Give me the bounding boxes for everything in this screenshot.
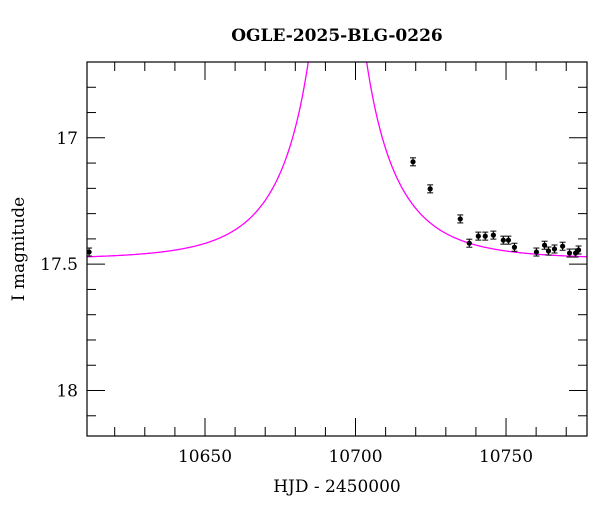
- y-tick-label: 17.5: [40, 255, 78, 275]
- y-tick-label: 17: [56, 129, 78, 149]
- data-point: [551, 244, 558, 254]
- data-point: [541, 240, 548, 250]
- chart-title: OGLE-2025-BLG-0226: [231, 26, 443, 46]
- data-point: [545, 246, 552, 256]
- data-point: [482, 231, 489, 241]
- data-point: [511, 242, 518, 252]
- model-curve: [87, 62, 587, 258]
- data-point: [410, 157, 417, 167]
- data-point: [427, 184, 434, 194]
- plot-frame: [86, 61, 588, 437]
- data-point: [575, 245, 582, 255]
- data-point: [466, 238, 473, 248]
- data-point: [505, 235, 512, 245]
- data-points: [87, 157, 582, 258]
- x-tick-labels: 10650 10700 10750: [178, 447, 533, 467]
- data-point: [475, 231, 482, 241]
- axis-ticks: [87, 62, 587, 436]
- x-axis-label: HJD - 2450000: [273, 477, 401, 497]
- x-tick-label: 10750: [479, 447, 533, 467]
- data-point: [566, 248, 573, 258]
- y-tick-labels: 17 17.5 18: [40, 129, 78, 402]
- y-tick-label: 18: [56, 382, 78, 402]
- x-tick-label: 10650: [178, 447, 232, 467]
- data-point: [559, 241, 566, 251]
- data-point: [457, 214, 464, 224]
- data-point: [490, 230, 497, 240]
- data-point: [500, 235, 507, 245]
- data-point: [533, 247, 540, 257]
- x-tick-label: 10700: [328, 447, 382, 467]
- y-axis-label: I magnitude: [9, 197, 29, 301]
